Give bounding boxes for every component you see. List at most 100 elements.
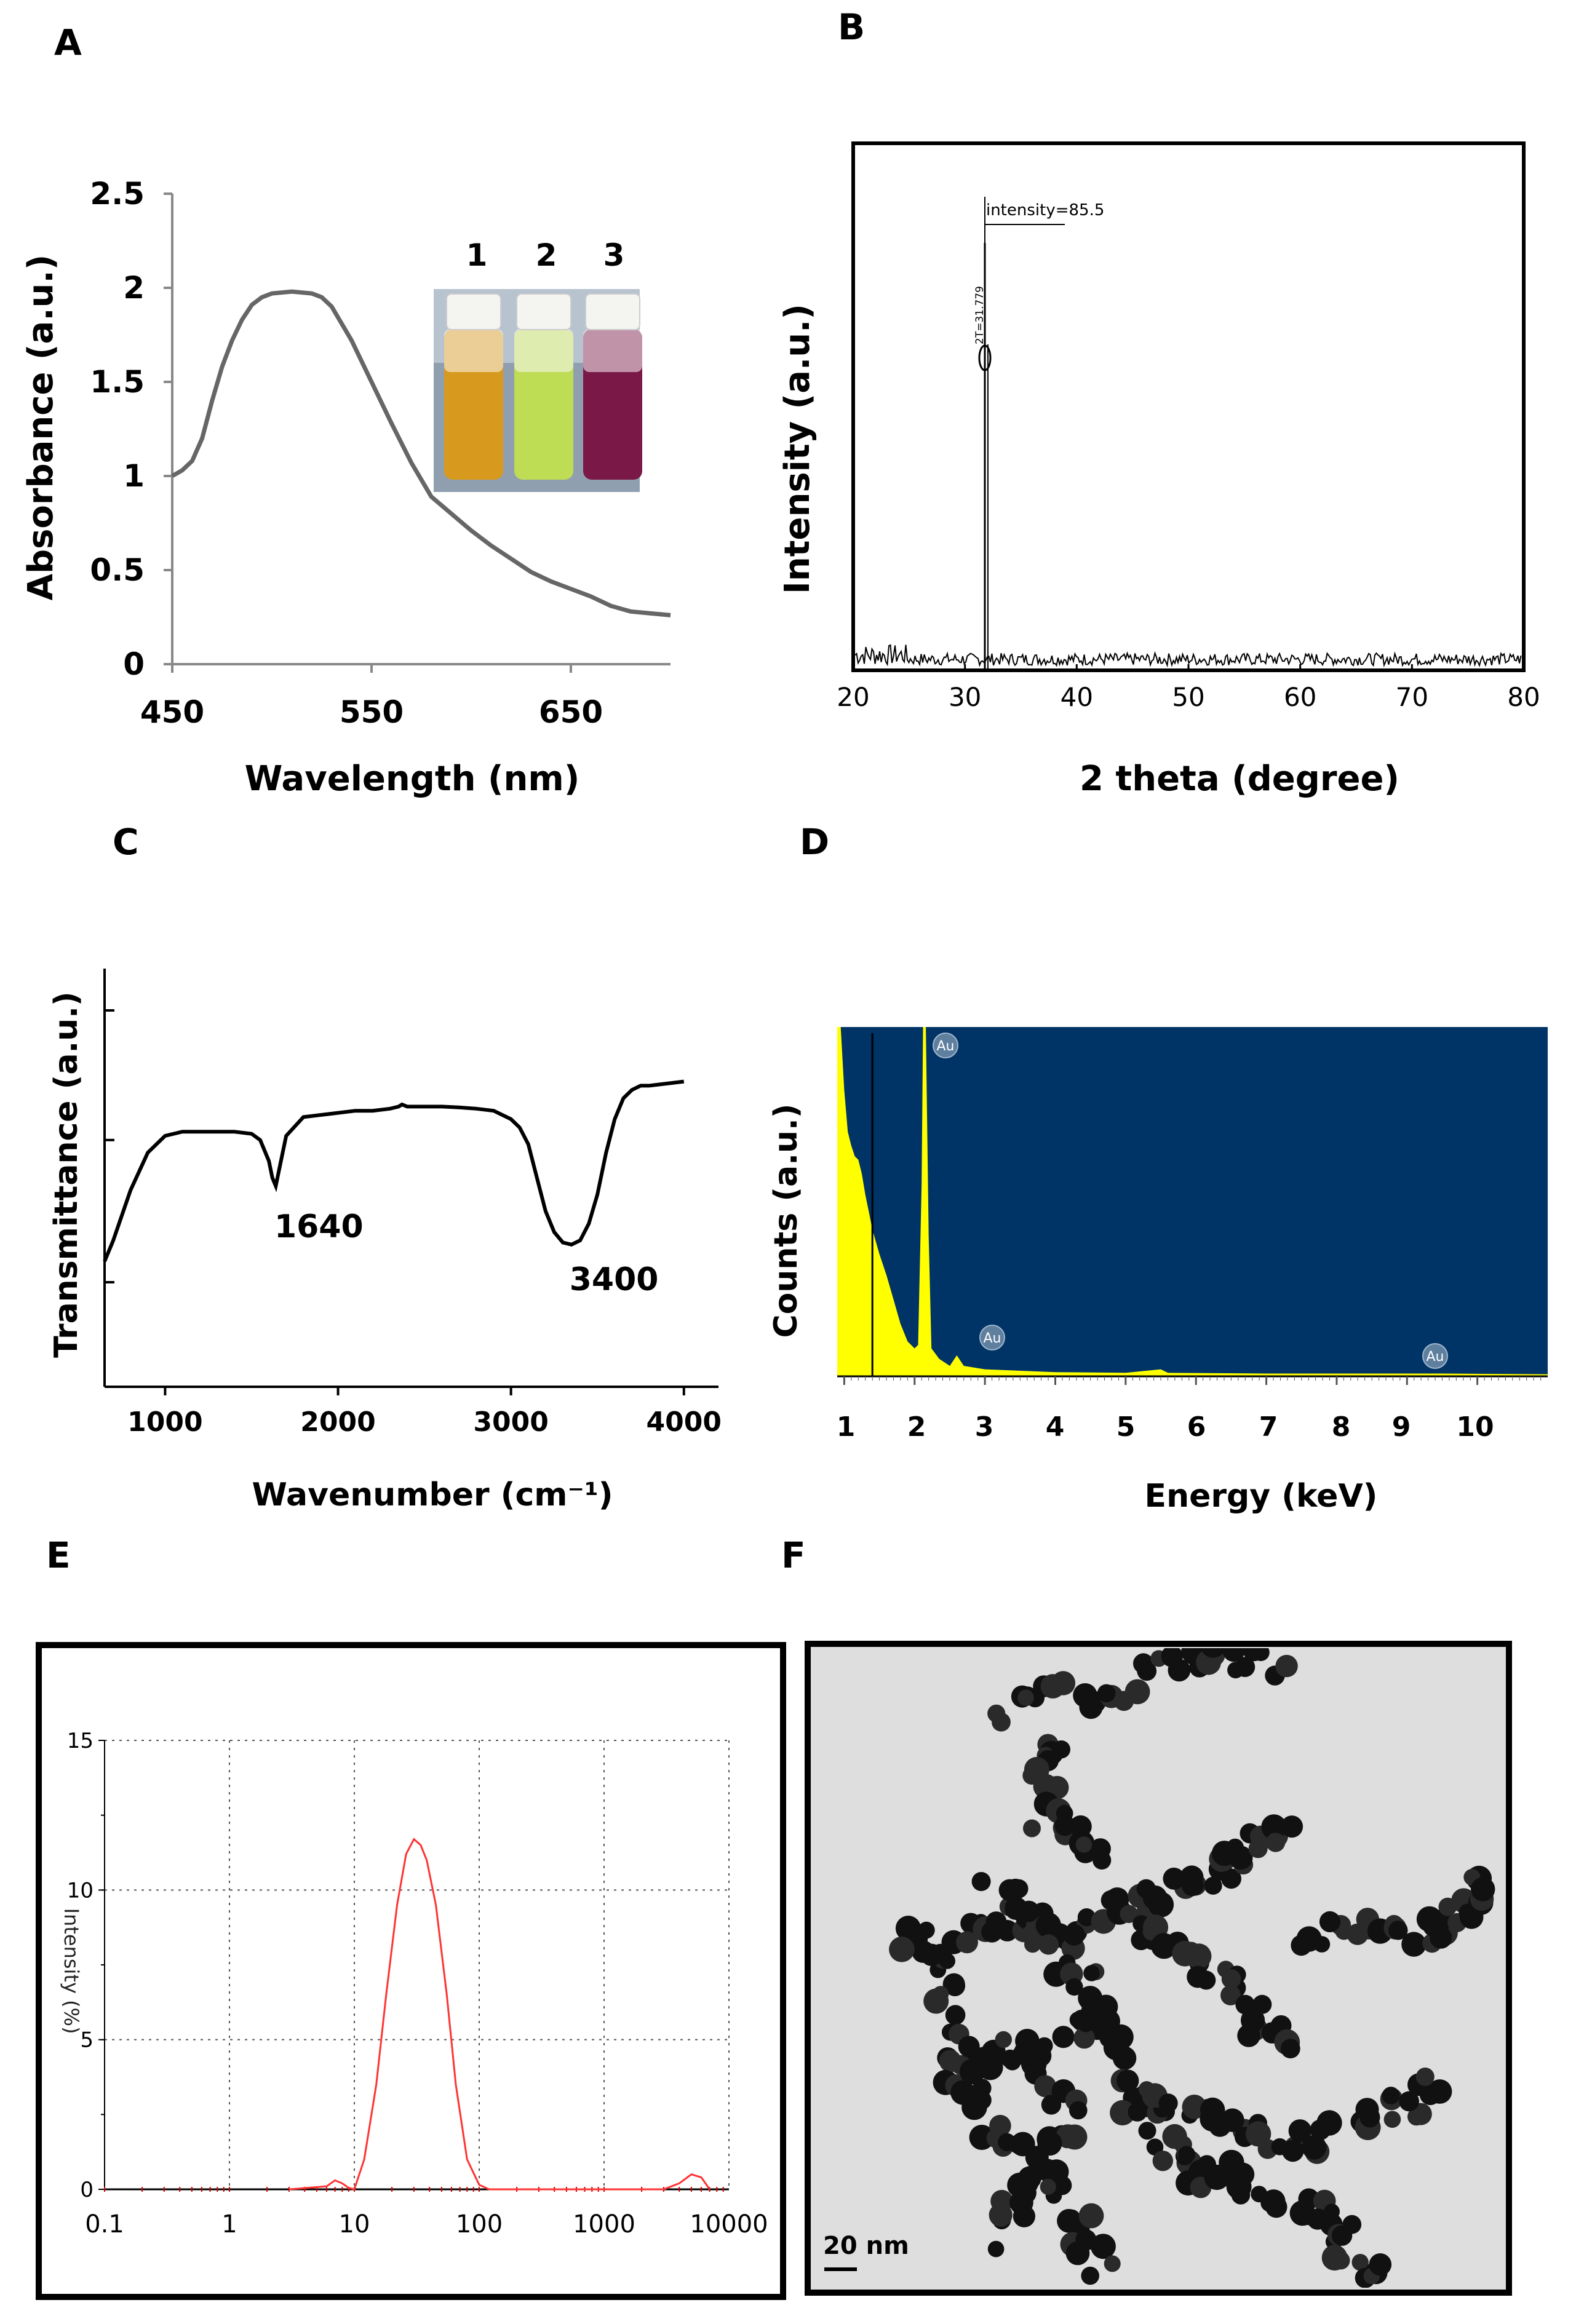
f-nanoparticle	[997, 1919, 1018, 1941]
f-scale-bar-label: 20 nm	[823, 2232, 909, 2260]
f-nanoparticle	[998, 1879, 1021, 1902]
f-nanoparticle	[1316, 2110, 1342, 2136]
panel-label-a: A	[54, 22, 82, 63]
a-y-tick-label: 2	[123, 270, 145, 306]
f-nanoparticle	[1180, 1865, 1204, 1889]
f-nanoparticle	[1097, 1684, 1116, 1703]
f-nanoparticle	[1222, 1648, 1245, 1662]
f-nanoparticle	[1182, 2095, 1207, 2119]
f-nanoparticle	[1228, 1846, 1253, 1870]
a-y-tick-label: 2.5	[90, 176, 145, 212]
d-peak-label: Au	[984, 1331, 1001, 1346]
f-nanoparticle	[1261, 1814, 1287, 1840]
f-nanoparticle	[1069, 2101, 1088, 2120]
f-nanoparticle	[1265, 1833, 1286, 1852]
f-nanoparticle	[1128, 2102, 1147, 2122]
b-peak-annotation: intensity=85.5	[986, 201, 1104, 220]
f-nanoparticle	[1427, 2079, 1452, 2104]
a-x-tick-label: 650	[539, 694, 603, 730]
e-y-tick-label: 10	[67, 1878, 94, 1903]
d-x-tick-label: 9	[1392, 1411, 1411, 1443]
panel-c-ftir-chart: 1000 2000 3000 4000 1640 3400 Wavenumber (c…	[48, 969, 722, 1513]
f-nanoparticle	[1052, 2026, 1075, 2048]
c-x-tick-label: 4000	[647, 1406, 722, 1438]
b-x-tick-label: 80	[1507, 682, 1540, 712]
d-x-label: Energy (keV)	[1145, 1478, 1378, 1515]
f-nanoparticle	[958, 2036, 980, 2058]
f-nanoparticle	[1077, 1908, 1096, 1927]
panel-f-tem-image: 20 nm	[805, 1641, 1512, 2296]
a-vial-label-1: 1	[466, 237, 488, 273]
b-peak-marker-circle	[978, 344, 992, 371]
f-nanoparticle	[1044, 2159, 1069, 2184]
panel-label-b: B	[838, 6, 866, 48]
b-x-tick-label: 40	[1061, 682, 1093, 712]
f-nanoparticle	[1034, 2075, 1057, 2098]
f-nanoparticle	[1280, 2039, 1300, 2059]
e-intensity-line	[289, 1838, 710, 2191]
b-frame	[851, 141, 1526, 672]
d-peak-marker	[1422, 1343, 1448, 1369]
a-vial-cap	[516, 293, 571, 330]
f-nanoparticle	[1324, 2203, 1340, 2220]
a-vial-cap	[585, 293, 640, 330]
a-absorbance-line	[171, 289, 671, 617]
f-nanoparticle	[1186, 1943, 1212, 1969]
f-nanoparticle	[1065, 1978, 1083, 1996]
f-nanoparticle	[1161, 1648, 1183, 1667]
a-vial-glare	[514, 329, 573, 372]
d-plot-background	[837, 1027, 1548, 1376]
a-x-tick-label: 550	[340, 694, 404, 730]
f-nanoparticle	[1313, 1936, 1331, 1953]
f-nanoparticle	[1196, 1970, 1216, 1990]
f-nanoparticle-clusters	[889, 1648, 1495, 2288]
panel-b-xrd-chart: 20 30 40 50 60 70 80 intensity=85.5 2T=31.779 …	[778, 141, 1540, 799]
f-nanoparticle	[1124, 1679, 1150, 1705]
a-vial-glare	[444, 329, 503, 372]
b-annotation-bracket	[984, 197, 1065, 243]
e-y-tick-label: 0	[80, 2178, 94, 2202]
f-nanoparticle	[1077, 2015, 1095, 2033]
panel-d-eds-chart: Au Au Au 1 2 3 4 5 6 7 8 9 10 Energy (keV) Counts (…	[768, 1027, 1548, 1515]
f-nanoparticle	[1022, 1766, 1041, 1785]
f-nanoparticle	[995, 2031, 1013, 2048]
f-nanoparticle	[1112, 2046, 1137, 2070]
d-peak-marker	[979, 1325, 1005, 1350]
f-nanoparticle	[1095, 2009, 1121, 2034]
b-y-label: Intensity (a.u.)	[778, 304, 818, 594]
f-nanoparticle	[1220, 1985, 1241, 2005]
d-x-tick-label: 10	[1456, 1411, 1494, 1443]
f-nanoparticle	[1281, 1815, 1303, 1838]
c-x-label: Wavenumber (cm⁻¹)	[252, 1477, 613, 1513]
f-nanoparticle	[1017, 1689, 1034, 1706]
f-nanoparticle	[956, 1931, 978, 1954]
f-nanoparticle	[1248, 1839, 1268, 1858]
f-nanoparticle	[1200, 1648, 1226, 1658]
d-peak-label: Au	[937, 1039, 955, 1054]
c-y-label: Transmittance (a.u.)	[48, 991, 85, 1358]
f-nanoparticle	[1227, 1662, 1244, 1679]
f-nanoparticle	[989, 2203, 1013, 2227]
a-y-tick-label: 1	[123, 458, 145, 494]
e-x-tick-label: 0.1	[85, 2210, 124, 2239]
f-nanoparticle	[1036, 2037, 1053, 2055]
f-nanoparticle	[1204, 2164, 1230, 2191]
f-frame	[805, 1641, 1512, 2296]
f-nanoparticle	[1178, 2146, 1196, 2163]
a-x-tick-label: 450	[140, 694, 204, 730]
f-nanoparticle	[963, 2100, 982, 2120]
a-y-tick-label: 0.5	[90, 552, 145, 588]
b-x-tick-label: 70	[1396, 682, 1428, 712]
f-nanoparticle	[932, 1986, 949, 2002]
a-x-label: Wavelength (nm)	[245, 759, 580, 799]
d-x-tick-label: 6	[1187, 1411, 1206, 1443]
f-nanoparticle	[1152, 2151, 1174, 2171]
d-x-tick-label: 4	[1046, 1411, 1065, 1443]
f-nanoparticle	[1471, 1877, 1495, 1902]
panel-a-absorbance-chart: 0 0.5 1 1.5 2 2.5 450 550 650 Wavelength (nm) Ab…	[21, 176, 671, 799]
f-nanoparticle	[977, 2054, 1003, 2080]
f-nanoparticle	[1009, 2135, 1028, 2154]
e-x-tick-label: 100	[456, 2210, 503, 2239]
panel-label-e: E	[46, 1534, 71, 1576]
f-nanoparticle	[1226, 2174, 1252, 2200]
